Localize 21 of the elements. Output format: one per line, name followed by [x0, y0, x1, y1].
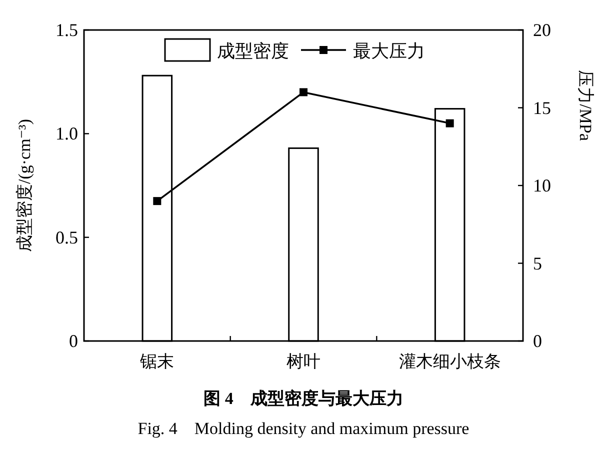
point: [153, 197, 162, 206]
y2-tick-label: 10: [533, 176, 551, 196]
x-tick-label: 锯末: [139, 352, 174, 371]
legend-label: 最大压力: [353, 41, 425, 61]
legend-label: 成型密度: [217, 41, 289, 61]
point: [300, 88, 308, 96]
y2-tick-label: 15: [533, 98, 551, 118]
y2-tick-label: 5: [533, 253, 542, 274]
y-tick-label: 1.5: [56, 20, 78, 40]
text: Fig. 4 Molding density and maximum pressure: [138, 419, 470, 438]
y-axis-title: 成型密度/(g·cm⁻³): [15, 118, 34, 252]
y-tick-label: 0.5: [56, 227, 78, 248]
y2-axis-title: 压力/MPa: [576, 70, 595, 142]
y-tick-label: 1.0: [56, 124, 78, 144]
y2-tick-label: 20: [533, 20, 551, 40]
y2-tick-label: 0: [533, 331, 542, 351]
point: [446, 119, 454, 128]
x-tick-label: 树叶: [286, 352, 320, 371]
text: 图 4 成型密度与最大压力: [204, 389, 404, 408]
x-tick-label: 灌木细小枝条: [398, 352, 501, 371]
y-tick-label: 0: [69, 331, 78, 351]
